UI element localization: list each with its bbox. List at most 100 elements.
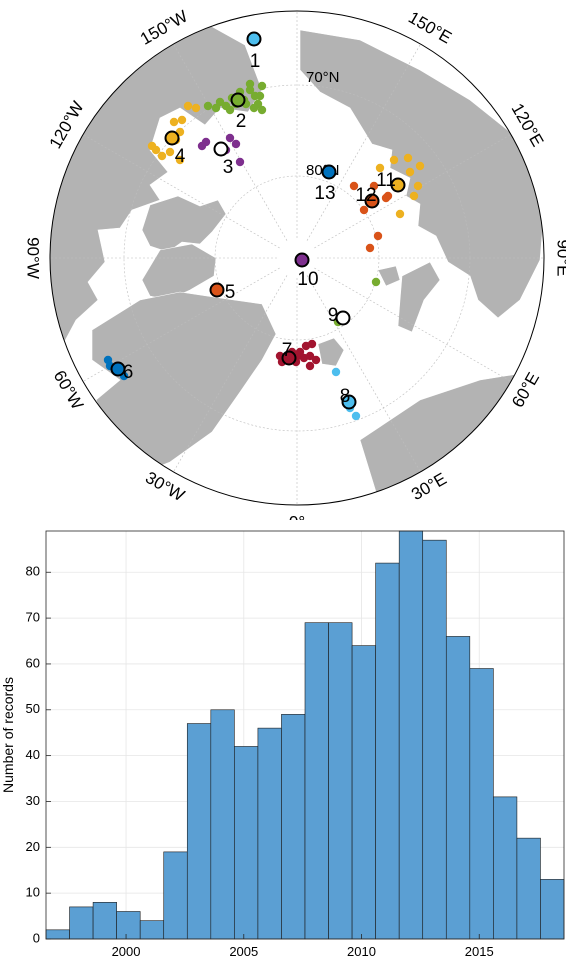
longitude-label: 0°	[289, 512, 305, 520]
record-dot	[305, 361, 315, 371]
record-dot	[245, 79, 255, 89]
record-dot	[249, 103, 259, 113]
histogram-bar	[540, 879, 565, 940]
histogram-bar	[445, 636, 471, 940]
site-label: 3	[223, 157, 234, 178]
record-dot	[183, 101, 193, 111]
record-dot	[359, 205, 369, 215]
site-marker	[209, 282, 225, 298]
y-tick-label: 0	[33, 930, 40, 945]
meridian-line	[306, 43, 421, 241]
x-tick-label: 2005	[229, 944, 258, 959]
y-tick-label: 70	[26, 610, 40, 625]
record-dot	[257, 81, 267, 91]
record-dot	[307, 339, 317, 349]
site-marker	[294, 252, 310, 268]
record-dot	[255, 91, 265, 101]
map-frame	[49, 10, 545, 506]
record-dot	[395, 209, 405, 219]
record-dot	[331, 367, 341, 377]
histogram-bar	[116, 911, 141, 940]
record-dot	[191, 103, 201, 113]
site-marker	[164, 130, 180, 146]
record-dot	[369, 181, 379, 191]
meridian-line	[173, 275, 288, 473]
site-marker	[321, 164, 337, 180]
record-dot	[211, 103, 221, 113]
meridian-line	[314, 267, 512, 382]
land-novaya-zemlya	[397, 261, 441, 333]
site-marker	[110, 361, 126, 377]
record-dot	[389, 155, 399, 165]
histogram-bar	[186, 723, 212, 940]
record-dot	[231, 139, 241, 149]
site-dots	[103, 79, 425, 421]
record-dot	[415, 161, 425, 171]
record-dot	[413, 181, 423, 191]
chart-bars	[45, 530, 565, 940]
record-dot	[295, 347, 305, 357]
site-label: 4	[175, 146, 186, 167]
histogram-bar	[92, 902, 117, 940]
record-dot	[177, 115, 187, 125]
x-tick-label: 2015	[465, 944, 494, 959]
site-label: 7	[282, 340, 293, 361]
record-dot	[351, 411, 361, 421]
histogram-bar	[398, 530, 424, 940]
site-marker	[335, 310, 351, 326]
record-dot	[405, 167, 415, 177]
histogram-bar	[516, 837, 541, 940]
record-dot	[201, 137, 211, 147]
histogram-bar	[210, 709, 235, 940]
record-dot	[215, 97, 225, 107]
histogram-bar	[139, 920, 165, 940]
histogram-bar	[69, 906, 94, 940]
record-dot	[371, 277, 381, 287]
y-tick-label: 80	[26, 564, 40, 579]
site-label: 12	[355, 185, 376, 206]
site-label: 10	[297, 269, 318, 290]
histogram-bar	[422, 539, 447, 940]
y-tick-label: 60	[26, 655, 40, 670]
site-label: 2	[236, 111, 247, 132]
record-dot	[157, 151, 167, 161]
site-label: 8	[340, 386, 351, 407]
record-dot	[147, 141, 157, 151]
record-dot	[349, 181, 359, 191]
record-dot	[203, 101, 213, 111]
record-dot	[375, 163, 385, 173]
histogram-bar	[469, 668, 494, 940]
record-dot	[175, 155, 185, 165]
plot-frame	[45, 530, 565, 940]
site-marker	[246, 31, 262, 47]
longitude-label: 180°W	[271, 0, 322, 1]
histogram-bar	[304, 622, 329, 940]
y-tick-label: 20	[26, 839, 40, 854]
site-marker	[390, 177, 406, 193]
record-dot	[373, 231, 383, 241]
record-dot	[225, 133, 235, 143]
land-greenland	[91, 291, 277, 479]
record-dot	[365, 243, 375, 253]
graticule	[50, 11, 544, 505]
longitude-label: 90°E	[554, 239, 566, 276]
site-label: 9	[328, 305, 339, 326]
histogram-bar	[163, 851, 188, 940]
record-dot	[409, 191, 419, 201]
longitude-label: 90°W	[24, 237, 43, 279]
site-marker	[364, 193, 380, 209]
record-dot	[235, 157, 245, 167]
site-marker	[341, 394, 357, 410]
site-label: 5	[225, 282, 236, 303]
record-dot	[403, 153, 413, 163]
histogram-bar	[257, 727, 282, 940]
land-arctic-islands	[141, 195, 227, 253]
site-marker	[281, 350, 297, 366]
histogram-bar	[234, 746, 259, 940]
meridian-line	[314, 134, 512, 249]
meridian-line	[173, 43, 288, 241]
meridian-line	[306, 275, 421, 473]
land-svalbard	[317, 337, 345, 367]
meridian-line	[82, 134, 280, 249]
